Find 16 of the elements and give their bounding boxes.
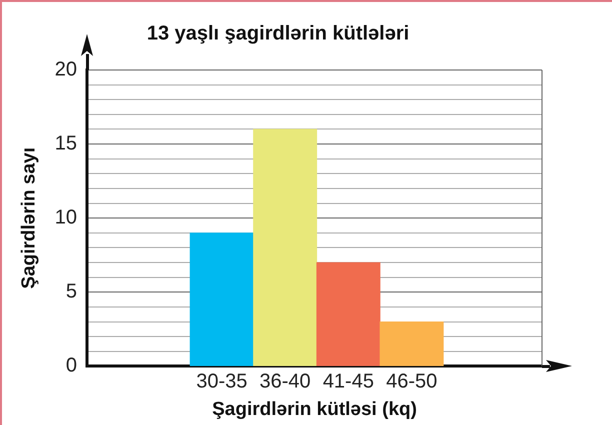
bar [190,232,254,366]
bar [316,262,380,366]
x-tick-label: 36-40 [260,370,311,393]
x-tick-label: 46-50 [386,370,438,393]
x-tick-label: 41-45 [322,370,374,393]
y-tick-label: 15 [54,132,78,155]
x-tick-label: 30-35 [196,370,248,393]
chart-title: 13 yaşlı şagirdlərin kütlələri [146,22,410,45]
y-tick-label: 5 [66,280,78,303]
y-axis-title: Şagirdlərin sayı [18,147,40,289]
y-tick-label: 20 [54,58,78,81]
bar [253,128,318,366]
y-tick-label: 10 [54,206,78,229]
y-tick-label: 0 [66,354,78,377]
x-axis-title: Şagirdlərin kütləsi (kq) [212,398,417,420]
bar [380,321,444,366]
